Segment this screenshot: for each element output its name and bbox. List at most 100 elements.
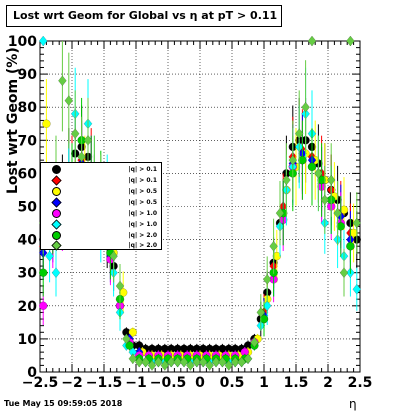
data-point <box>141 356 150 368</box>
legend: |q| > 0.1 |q| > 0.1 |q| > 0.5 |q| > 0.5 … <box>40 162 162 251</box>
data-point <box>134 356 144 368</box>
data-point <box>256 307 266 318</box>
data-point <box>301 101 310 113</box>
axes: −2.5 −2 −1.5 −1 −0.5 0 0.5 1 1.5 2 2.5 0 10 20 30 40 50 6… <box>8 34 373 391</box>
legend-label: |q| > 1.0 <box>128 210 157 217</box>
x-tick-label: 2 <box>323 375 333 391</box>
x-axis-label: η <box>349 397 357 411</box>
data-point <box>294 128 304 140</box>
data-point <box>326 174 336 186</box>
x-tick-label: −1 <box>125 375 146 391</box>
legend-entry: |q| > 2.0 <box>41 240 161 251</box>
data-point <box>118 288 128 297</box>
y-tick-label: 0 <box>27 365 37 381</box>
data-point <box>198 356 208 368</box>
data-point <box>77 151 86 163</box>
legend-marker-icon <box>52 209 61 218</box>
legend-marker-icon <box>52 231 61 240</box>
data-point <box>346 35 355 47</box>
data-point <box>64 95 74 106</box>
x-tick-label: −2.5 <box>22 375 59 391</box>
legend-label: |q| > 1.0 <box>128 221 157 228</box>
data-point <box>262 273 272 285</box>
legend-marker-icon <box>51 240 62 251</box>
x-tick-label: 1.5 <box>284 375 309 391</box>
y-tick-label: 50 <box>18 200 38 216</box>
data-point <box>160 359 170 371</box>
data-point <box>339 267 349 279</box>
data-point <box>38 35 48 47</box>
x-tick-label: −1.5 <box>86 375 123 391</box>
y-tick-label: 100 <box>8 34 37 50</box>
legend-label: |q| > 0.1 <box>128 177 157 184</box>
y-tick-label: 20 <box>18 299 38 315</box>
y-tick-label: 60 <box>18 166 38 182</box>
data-point <box>42 119 51 128</box>
x-tick-label: 1 <box>259 375 269 391</box>
data-point <box>205 359 214 371</box>
legend-label: |q| > 0.1 <box>128 166 157 173</box>
data-point <box>122 333 131 345</box>
data-point <box>352 217 362 229</box>
data-point <box>314 167 323 179</box>
data-point <box>70 128 80 140</box>
data-point <box>349 228 358 238</box>
x-tick-label: −0.5 <box>150 375 187 391</box>
legend-marker-icon <box>52 165 61 174</box>
y-tick-label: 80 <box>18 100 38 116</box>
data-point <box>218 356 227 368</box>
legend-label: |q| > 0.5 <box>128 188 157 195</box>
data-point <box>192 356 202 368</box>
data-point <box>307 35 317 47</box>
data-point <box>128 328 138 337</box>
legend-label: |q| > 0.5 <box>128 199 157 206</box>
data-point <box>125 341 134 350</box>
legend-entry: |q| > 0.5 <box>41 186 161 197</box>
data-point <box>128 353 138 365</box>
chart-title: Lost wrt Geom for Global vs η at pT > 0.… <box>6 5 282 27</box>
legend-entry: |q| > 2.0 <box>41 230 161 241</box>
data-point <box>259 314 269 324</box>
data-point <box>272 251 282 261</box>
y-tick-label: 70 <box>18 133 38 149</box>
x-tick-label: −2 <box>61 375 82 391</box>
y-tick-label: 10 <box>18 332 38 348</box>
data-point <box>339 205 349 215</box>
legend-marker-icon <box>51 219 62 230</box>
data-point <box>298 155 307 165</box>
data-point <box>307 162 317 172</box>
data-point <box>58 75 67 87</box>
data-point <box>346 241 355 251</box>
legend-entry: |q| > 0.1 <box>41 164 161 175</box>
data-point <box>147 359 157 371</box>
data-point <box>83 134 93 146</box>
data-point <box>154 356 163 368</box>
x-tick-label: 2.5 <box>348 375 373 391</box>
data-point <box>224 359 234 371</box>
data-point <box>237 356 246 368</box>
datestamp: Tue May 15 09:59:05 2018 <box>4 399 123 408</box>
legend-label: |q| > 2.0 <box>128 232 157 239</box>
data-point <box>250 336 259 348</box>
data-point <box>282 174 291 186</box>
legend-marker-icon <box>52 187 61 196</box>
data-point <box>38 301 48 311</box>
data-point <box>179 356 189 368</box>
x-tick-label: 0.5 <box>220 375 245 391</box>
data-point <box>166 356 176 368</box>
data-point <box>45 250 54 262</box>
legend-marker-icon <box>51 175 62 186</box>
data-point <box>275 207 285 219</box>
x-tick-label: 0 <box>195 375 205 391</box>
data-point <box>38 268 48 277</box>
data-point <box>173 356 182 368</box>
legend-entry: |q| > 0.1 <box>41 175 161 186</box>
data-point <box>51 267 61 279</box>
legend-marker-icon <box>51 197 62 208</box>
legend-entry: |q| > 0.5 <box>41 197 161 208</box>
y-tick-label: 40 <box>18 233 38 249</box>
data-point <box>352 283 362 295</box>
data-point <box>115 280 125 292</box>
data-point <box>336 222 346 231</box>
data-point <box>211 356 221 368</box>
